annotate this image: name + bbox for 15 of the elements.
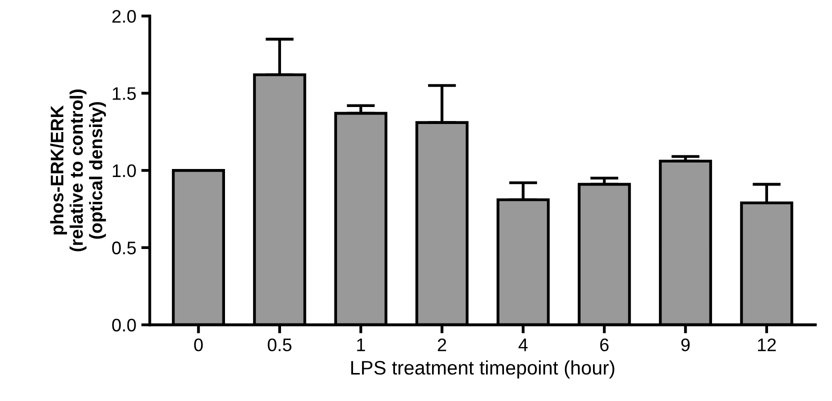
y-tick-label: 0.0	[112, 318, 136, 332]
x-tick-label: 12	[758, 338, 776, 352]
y-tick-label: 1.0	[112, 164, 136, 178]
x-tick-label: 9	[681, 338, 690, 352]
y-tick-label: 0.5	[112, 242, 136, 254]
x-tick-label: 0	[194, 338, 203, 352]
y-axis-title: phos-ERK/ERK (relative to control) (optical density)	[50, 90, 106, 252]
x-tick-label: 6	[600, 338, 609, 352]
x-tick-label: 1	[357, 338, 365, 352]
x-axis-title: LPS treatment timepoint (hour)	[351, 360, 614, 379]
x-tick-label: 2	[438, 338, 446, 352]
x-tick-label: 4	[518, 338, 528, 352]
x-tick-label: 0.5	[268, 338, 292, 352]
y-tick-label: 2.0	[112, 10, 136, 23]
y-tick-label: 1.5	[112, 87, 136, 100]
